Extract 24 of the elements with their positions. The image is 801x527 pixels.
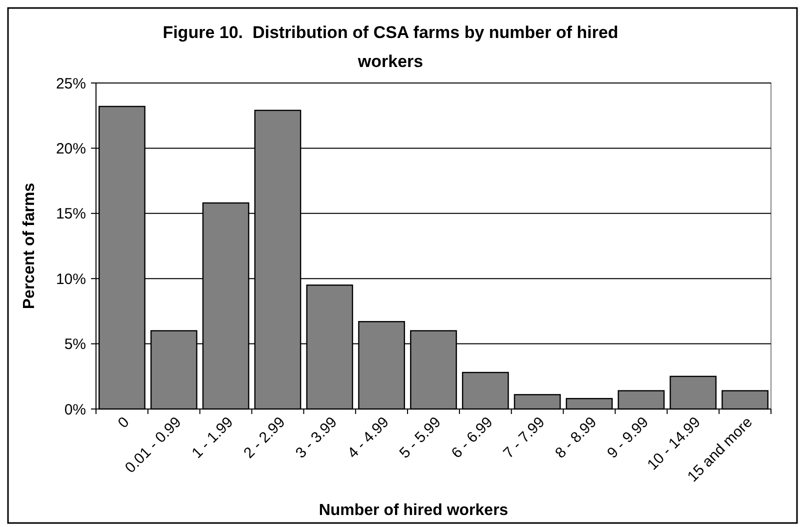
x-tick-label: 0 [114,414,133,432]
x-tick-label: 4 - 4.99 [344,414,392,462]
x-tick-label: 5 - 5.99 [396,414,444,462]
x-tick-label: 3 - 3.99 [292,414,340,462]
x-tick-label: 6 - 6.99 [448,414,496,462]
bar [566,398,613,410]
x-tick-label: 2 - 2.99 [240,414,289,462]
bar [618,390,665,410]
y-tick-label: 15% [56,206,86,223]
bar [670,376,717,410]
bar [722,390,768,410]
y-tick-label: 0% [64,401,86,418]
bar [514,394,561,410]
x-tick-label: 8 - 8.99 [552,414,600,462]
y-tick-label: 10% [56,270,86,288]
y-tick-label: 5% [64,336,86,354]
bar [462,372,509,410]
x-axis-title: Number of hired workers [318,502,508,519]
x-tick-label: 7 - 7.99 [500,414,548,462]
y-axis-title: Percent of farms [21,182,38,310]
y-tick-label: 25% [56,75,86,92]
y-tick-label: 20% [56,140,86,158]
chart-title: Figure 10. Distribution of CSA farms by number of hired workers [162,23,618,71]
x-tick-label: 1 - 1.99 [188,414,237,462]
